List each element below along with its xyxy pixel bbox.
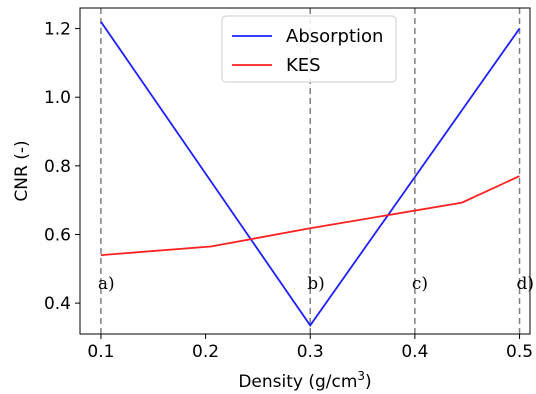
vline-label-0: a)	[98, 274, 115, 294]
vline-label-1: b)	[307, 274, 325, 294]
x-tick-label-0: 0.1	[87, 342, 114, 362]
series-lines	[100, 21, 521, 327]
legend-label-absorption: Absorption	[286, 26, 383, 47]
y-axis-ticks: 0.4 0.6 0.8 1.0 1.2	[44, 20, 80, 314]
x-axis-title-close: )	[365, 372, 372, 392]
x-tick-label-2: 0.3	[297, 342, 324, 362]
y-axis-title: CNR (-)	[12, 140, 32, 201]
series-line-absorption	[100, 21, 521, 327]
x-axis-ticks: 0.1 0.2 0.3 0.4 0.5	[87, 334, 533, 362]
x-tick-label-3: 0.4	[401, 342, 428, 362]
x-axis-title: Density (g/cm3)	[238, 369, 371, 392]
series-line-kes	[100, 175, 520, 256]
legend: Absorption KES	[221, 15, 397, 83]
vline-annotations: a) b) c) d)	[98, 274, 534, 294]
y-tick-label-1: 0.6	[44, 225, 71, 245]
vline-label-3: d)	[517, 274, 535, 294]
legend-label-kes: KES	[286, 55, 321, 76]
y-tick-label-0: 0.4	[44, 294, 71, 314]
y-tick-label-3: 1.0	[44, 88, 71, 108]
y-tick-label-4: 1.2	[44, 20, 71, 40]
vline-label-2: c)	[412, 274, 428, 294]
plot-frame	[79, 7, 531, 335]
x-axis-title-main: Density (g/cm	[238, 372, 357, 392]
x-tick-label-4: 0.5	[506, 342, 533, 362]
x-axis-title-superscript: 3	[357, 369, 365, 383]
x-tick-label-1: 0.2	[192, 342, 219, 362]
y-tick-label-2: 0.8	[44, 157, 71, 177]
